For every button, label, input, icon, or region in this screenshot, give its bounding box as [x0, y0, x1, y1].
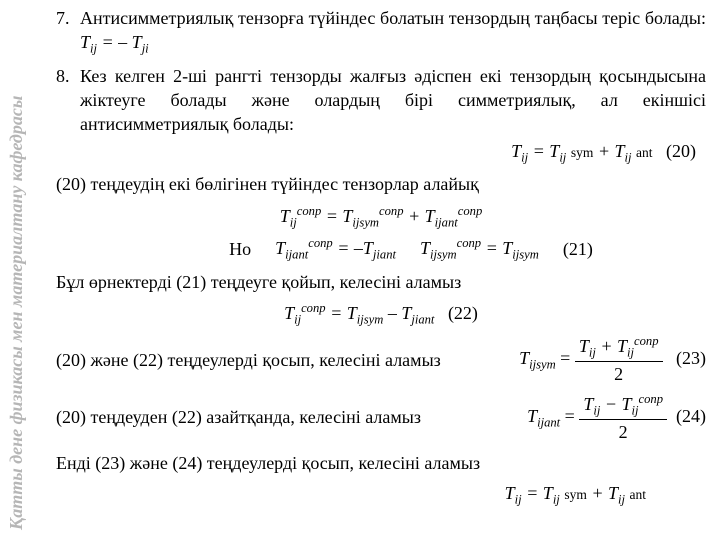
list-item-7: 7. Антисимметриялық тензорға түйіндес бо…	[56, 6, 706, 58]
list-item-8: 8. Кез келген 2-ші рангті тензорды жалғы…	[56, 64, 706, 166]
equation-23: Tijsym = Tij + Tijconp 2 (23)	[519, 333, 706, 387]
equation-23-row: (20) және (22) теңдеулерді қосып, келесі…	[56, 333, 706, 387]
paragraph-3: (20) және (22) теңдеулерді қосып, келесі…	[56, 348, 519, 372]
equation-21-number: (21)	[563, 237, 593, 261]
equation-24-row: (20) теңдеуден (22) азайтқанда, келесіні…	[56, 391, 706, 445]
equation-20: Tij = Tij sym + Tij ant	[511, 139, 652, 167]
list-body-8: Кез келген 2-ші рангті тензорды жалғыз ә…	[80, 64, 706, 166]
equation-22: Tijconp = Tijsym – Tjiant (22)	[56, 300, 706, 329]
equation-conj: Tijconp = Tijsymconp + Tijantconp	[56, 203, 706, 232]
department-label: Қатты дене физикасы мен материалтану каф…	[6, 10, 27, 530]
paragraph-2: Бұл өрнектерді (21) теңдеуге қойып, келе…	[56, 270, 706, 294]
equation-24-number: (24)	[676, 406, 706, 426]
equation-20-row: Tij = Tij sym + Tij ant (20)	[80, 139, 706, 167]
equation-21a: Tijantconp = –Tjiant	[275, 235, 396, 264]
equation-21b: Tijsymconp = Tijsym	[420, 235, 539, 264]
item7-text: Антисимметриялық тензорға түйіндес болат…	[80, 8, 706, 28]
equation-21-row: Но Tijantconp = –Tjiant Tijsymconp = Tij…	[56, 235, 706, 264]
equation-24: Tijant = Tij − Tijconp 2 (24)	[527, 391, 706, 445]
paragraph-5: Енді (23) және (24) теңдеулерді қосып, к…	[56, 451, 706, 475]
list-number-7: 7.	[56, 6, 80, 58]
equation-20-number: (20)	[666, 139, 696, 167]
equation-final: Tij = Tij sym + Tij ant	[56, 481, 706, 509]
equation-23-number: (23)	[676, 348, 706, 368]
paragraph-1: (20) теңдеудің екі бөлігінен түйіндес те…	[56, 172, 706, 196]
list-body-7: Антисимметриялық тензорға түйіндес болат…	[80, 6, 706, 58]
lead-no: Но	[229, 237, 251, 261]
item8-text: Кез келген 2-ші рангті тензорды жалғыз ә…	[80, 66, 706, 135]
item7-equation: Tij = – Tji	[80, 32, 149, 52]
paragraph-4: (20) теңдеуден (22) азайтқанда, келесіні…	[56, 405, 527, 429]
equation-22-number: (22)	[448, 303, 478, 323]
page-content: 7. Антисимметриялық тензорға түйіндес бо…	[56, 6, 706, 512]
list-number-8: 8.	[56, 64, 80, 166]
